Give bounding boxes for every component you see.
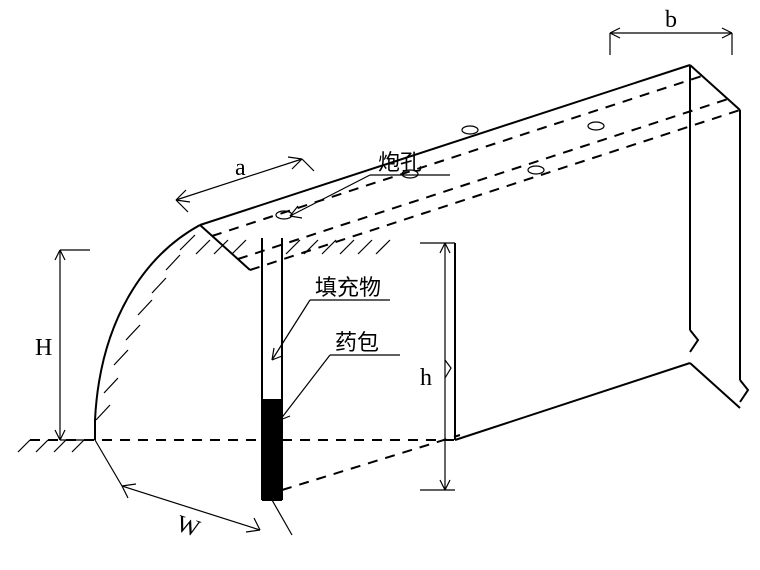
free-face: [95, 225, 200, 440]
dim-b: b: [610, 7, 732, 55]
label-b: b: [665, 7, 677, 33]
label-borehole: 炮孔: [378, 150, 422, 175]
label-W: W: [173, 511, 203, 543]
dim-a: a: [176, 155, 314, 212]
label-filling: 填充物: [315, 275, 381, 300]
label-h: h: [420, 365, 432, 391]
label-a: a: [235, 155, 246, 181]
boreholes: [276, 122, 604, 219]
borehole-column: [262, 238, 282, 500]
dim-h: h: [420, 243, 455, 490]
bench-blasting-diagram: a b H h W: [0, 0, 760, 570]
callout-charge: 药包: [280, 330, 400, 420]
ground-hatch: [18, 440, 84, 452]
label-H: H: [35, 335, 52, 361]
dim-H: H: [35, 250, 90, 440]
label-charge: 药包: [335, 330, 379, 355]
